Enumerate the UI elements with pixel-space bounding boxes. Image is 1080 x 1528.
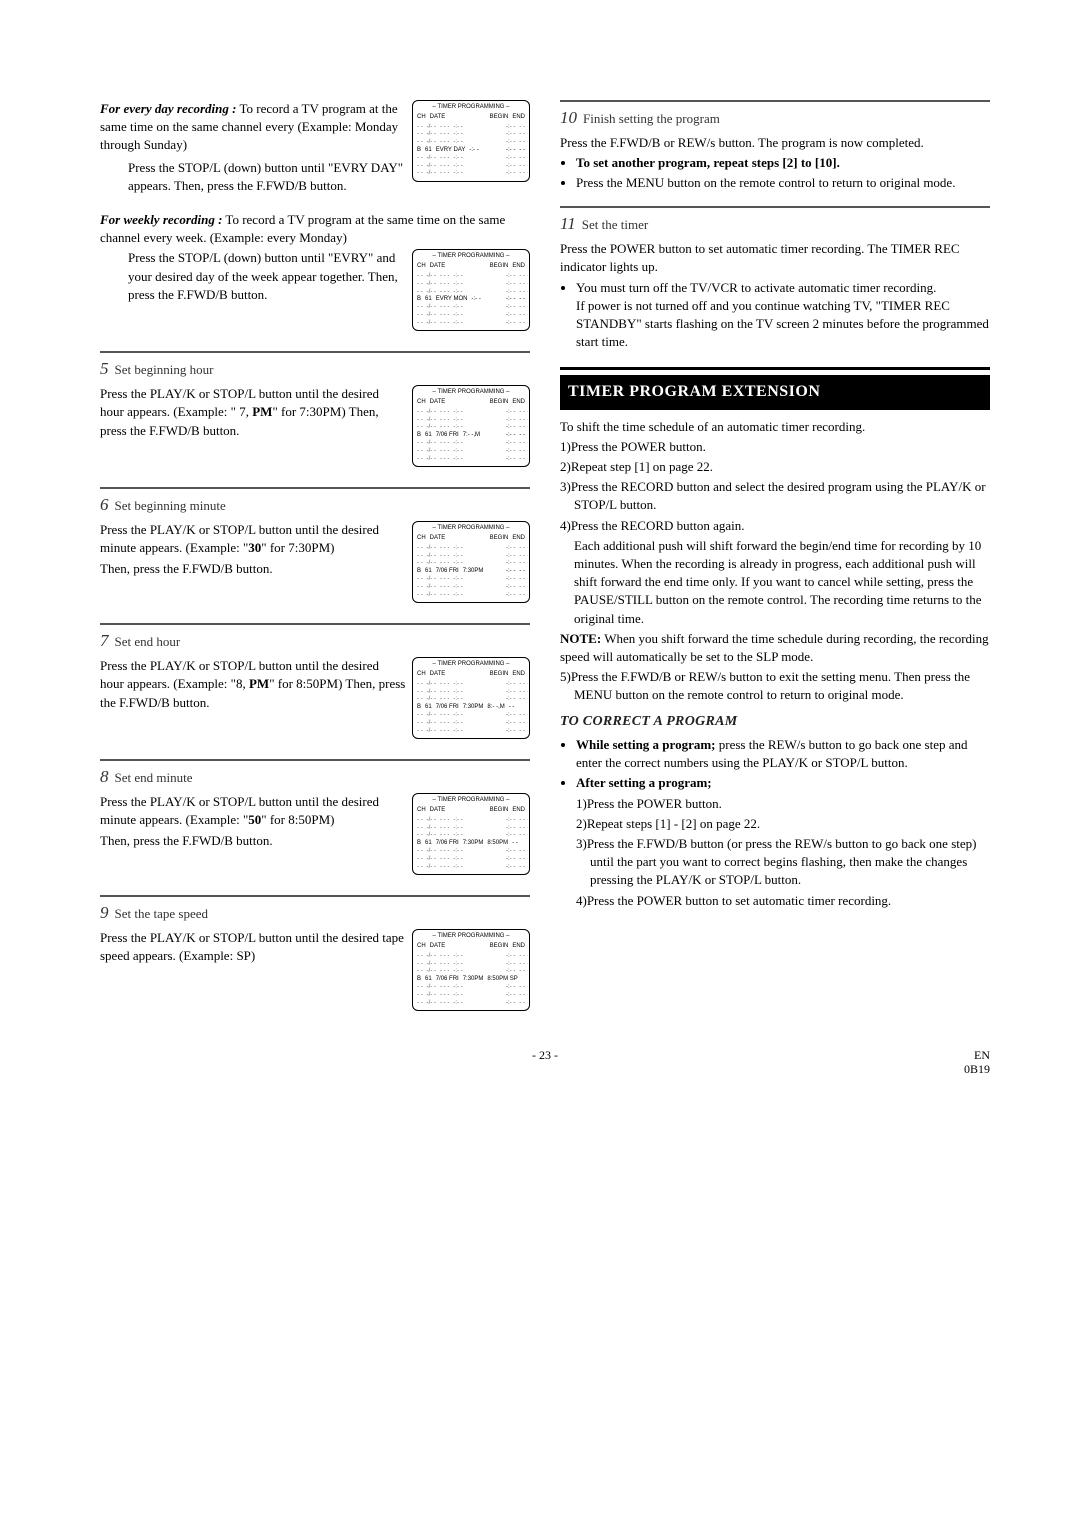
timer-box-evry-mon: – TIMER PROGRAMMING – CHDATEBEGINEND - -… [412, 249, 530, 331]
step-9-head: 9Set the tape speed [100, 895, 530, 925]
right-column: 10Finish setting the program Press the F… [560, 100, 990, 1017]
extension-intro: To shift the time schedule of an automat… [560, 418, 990, 436]
timer-box-step9: – TIMER PROGRAMMING – CHDATEBEGINEND - -… [412, 929, 530, 1011]
step-8-body: – TIMER PROGRAMMING – CHDATEBEGINEND - -… [100, 793, 530, 881]
step-10-head: 10Finish setting the program [560, 100, 990, 130]
to-correct-header: TO CORRECT A PROGRAM [560, 712, 990, 732]
step-6-body: – TIMER PROGRAMMING – CHDATEBEGINEND - -… [100, 521, 530, 609]
step-10-bullets: To set another program, repeat steps [2]… [576, 154, 990, 192]
weekly-block: For weekly recording : To record a TV pr… [100, 211, 530, 338]
timer-box-evry-day: – TIMER PROGRAMMING – CHDATEBEGINEND - -… [412, 100, 530, 182]
step-11-head: 11Set the timer [560, 206, 990, 236]
page-number: - 23 - [100, 1047, 990, 1064]
extension-s4b: Each additional push will shift forward … [560, 537, 990, 628]
extension-note: NOTE: When you shift forward the time sc… [560, 630, 990, 666]
step-11-p1: Press the POWER button to set automatic … [560, 240, 990, 276]
step-7-body: – TIMER PROGRAMMING – CHDATEBEGINEND - -… [100, 657, 530, 745]
every-day-block: – TIMER PROGRAMMING – CHDATEBEGINEND - -… [100, 100, 530, 197]
extension-s1: 1)Press the POWER button. [560, 438, 990, 456]
extension-s5: 5)Press the F.FWD/B or REW/s button to e… [560, 668, 990, 704]
extension-s4a: 4)Press the RECORD button again. [560, 517, 990, 535]
page-code: 0B19 [964, 1061, 990, 1078]
correct-bullets: While setting a program; press the REW/s… [576, 736, 990, 910]
page-footer: - 23 - EN 0B19 [100, 1047, 990, 1064]
step-6-head: 6Set beginning minute [100, 487, 530, 517]
timer-box-step8: – TIMER PROGRAMMING – CHDATEBEGINEND - -… [412, 793, 530, 875]
step-5-head: 5Set beginning hour [100, 351, 530, 381]
step-10-p1: Press the F.FWD/B or REW/s button. The p… [560, 134, 990, 152]
step-9-body: – TIMER PROGRAMMING – CHDATEBEGINEND - -… [100, 929, 530, 1017]
timer-box-step5: – TIMER PROGRAMMING – CHDATEBEGINEND - -… [412, 385, 530, 467]
every-day-heading: For every day recording : [100, 101, 236, 116]
step-8-head: 8Set end minute [100, 759, 530, 789]
step-5-body: – TIMER PROGRAMMING – CHDATEBEGINEND - -… [100, 385, 530, 473]
weekly-heading: For weekly recording : [100, 212, 222, 227]
timer-box-step7: – TIMER PROGRAMMING – CHDATEBEGINEND - -… [412, 657, 530, 739]
timer-box-step6: – TIMER PROGRAMMING – CHDATEBEGINEND - -… [412, 521, 530, 603]
page-columns: – TIMER PROGRAMMING – CHDATEBEGINEND - -… [100, 100, 990, 1017]
extension-s3: 3)Press the RECORD button and select the… [560, 478, 990, 514]
extension-s2: 2)Repeat step [1] on page 22. [560, 458, 990, 476]
timer-program-extension-header: TIMER PROGRAM EXTENSION [560, 375, 990, 409]
step-7-head: 7Set end hour [100, 623, 530, 653]
left-column: – TIMER PROGRAMMING – CHDATEBEGINEND - -… [100, 100, 530, 1017]
step-11-bullets: You must turn off the TV/VCR to activate… [576, 279, 990, 352]
